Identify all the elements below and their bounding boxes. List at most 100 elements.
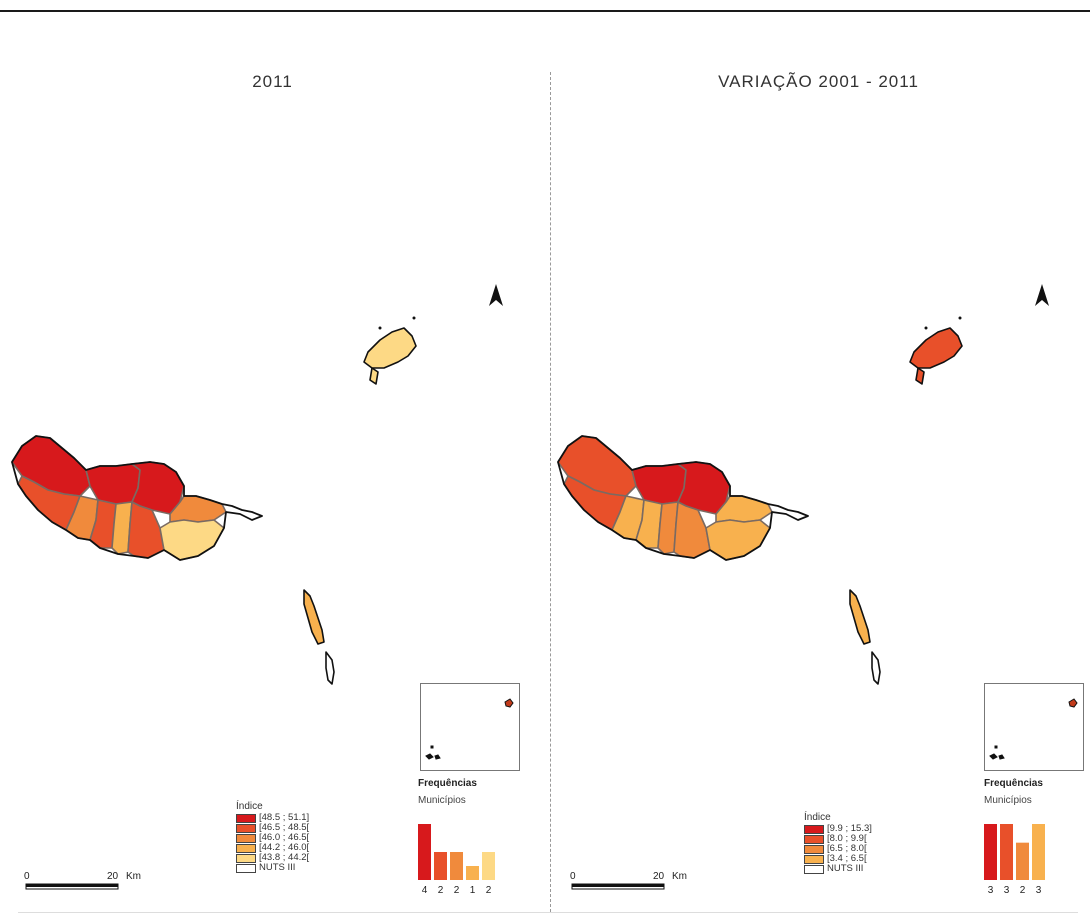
frequency-bar: [418, 824, 431, 880]
scale-start-label: 0: [570, 871, 576, 882]
frequency-bar-label: 3: [988, 885, 994, 896]
map-legend: Índice [48.5 ; 51.1] [46.5 ; 48.5[[46.0 ; …: [236, 801, 309, 873]
inset-madeira: [425, 753, 434, 760]
scale-unit-label: Km: [672, 871, 687, 882]
legend-swatch: [236, 863, 256, 873]
desertas-island: [325, 651, 335, 685]
desertas-island: [303, 589, 325, 645]
scale-start-label: 0: [24, 871, 30, 882]
islet-dot: [412, 316, 416, 320]
islet-dot: [924, 326, 928, 330]
legend-item-boundary: NUTS III: [236, 863, 309, 873]
inset-locator-map: [420, 683, 520, 771]
bottom-rule: [18, 912, 1078, 913]
legend-label: [8.0 ; 9.9[: [827, 833, 867, 844]
inset-islet: [430, 745, 434, 749]
scale-end-label: 20: [653, 871, 665, 882]
legend-title: Índice: [804, 812, 831, 823]
inset-islet: [994, 745, 998, 749]
madeira-island: [11, 435, 263, 561]
legend-swatch: [236, 813, 256, 823]
inset-madeira: [989, 753, 998, 760]
madeira-coastline: [11, 435, 263, 561]
frequency-subtitle: Municípios: [418, 795, 466, 806]
legend-label: NUTS III: [827, 863, 864, 874]
municipality-2: [85, 463, 141, 505]
north-arrow-icon: [489, 284, 503, 306]
legend-item: [8.0 ; 9.9[: [804, 834, 872, 844]
porto-santo-island: [909, 327, 963, 369]
madeira-coastline: [557, 435, 809, 561]
frequency-bar-label: 2: [438, 885, 444, 896]
scale-bar: [571, 883, 665, 890]
desertas-island: [849, 589, 871, 645]
frequency-subtitle: Municípios: [984, 795, 1032, 806]
legend-swatch: [236, 833, 256, 843]
legend-label: [46.5 ; 48.5[: [259, 822, 310, 833]
frequency-bar: [1016, 842, 1029, 880]
frequency-bar: [984, 824, 997, 880]
legend-label: [48.5 ; 51.1]: [259, 812, 310, 823]
frequency-bar-label: 1: [470, 885, 476, 896]
legend-item: [46.5 ; 48.5[: [236, 823, 309, 833]
porto-santo-island: [363, 327, 417, 369]
frequency-bar: [434, 852, 447, 880]
legend-item-boundary: NUTS III: [804, 864, 872, 874]
frequency-bar: [1000, 824, 1013, 880]
inset-porto-santo: [504, 698, 514, 708]
porto-santo-islet: [915, 367, 925, 385]
legend-label: [43.8 ; 44.2[: [259, 852, 310, 863]
frequency-bar: [466, 866, 479, 880]
scale-end-label: 20: [107, 871, 119, 882]
legend-swatch: [804, 844, 824, 854]
map-legend: Índice [9.9 ; 15.3] [8.0 ; 9.9[[6.5 ; 8.0[…: [804, 812, 872, 874]
frequency-bar: [450, 852, 463, 880]
frequency-bar: [482, 852, 495, 880]
inset-desertas: [998, 754, 1005, 760]
legend-label: NUTS III: [259, 862, 296, 873]
legend-swatch: [236, 823, 256, 833]
legend-item: [6.5 ; 8.0[: [804, 844, 872, 854]
legend-item: [9.9 ; 15.3]: [804, 824, 872, 834]
legend-label: [44.2 ; 46.0[: [259, 842, 310, 853]
legend-item: [3.4 ; 6.5[: [804, 854, 872, 864]
legend-label: [9.9 ; 15.3]: [827, 823, 872, 834]
legend-item: [44.2 ; 46.0[: [236, 843, 309, 853]
legend-swatch: [804, 824, 824, 834]
islet-dot: [378, 326, 382, 330]
top-rule: [0, 10, 1090, 12]
scale-bar: [25, 883, 119, 890]
panel-divider: [550, 72, 551, 912]
frequency-bar-label: 4: [422, 885, 428, 896]
municipality-2: [631, 463, 687, 505]
inset-locator-map: [984, 683, 1084, 771]
legend-item: [43.8 ; 44.2[: [236, 853, 309, 863]
legend-label: [6.5 ; 8.0[: [827, 843, 867, 854]
islet-dot: [958, 316, 962, 320]
legend-swatch: [804, 864, 824, 874]
legend-swatch: [236, 853, 256, 863]
desertas-island: [871, 651, 881, 685]
north-arrow-icon: [1035, 284, 1049, 306]
frequency-bar-label: 3: [1004, 885, 1010, 896]
frequency-bar-label: 2: [1020, 885, 1026, 896]
inset-porto-santo: [1068, 698, 1078, 708]
frequency-bar: [1032, 824, 1045, 880]
panel-title: 2011: [252, 72, 293, 91]
legend-swatch: [804, 834, 824, 844]
legend-label: [3.4 ; 6.5[: [827, 853, 867, 864]
map-panel-2011: 2011 0 20 Km Índice [48.5 ; 51.1] [46.5 ; 48.5…: [11, 72, 520, 896]
frequency-title: Frequências: [984, 778, 1043, 789]
choropleth-map: [11, 284, 503, 890]
legend-label: [46.0 ; 46.5[: [259, 832, 310, 843]
frequency-bar-label: 2: [454, 885, 460, 896]
frequency-bar-label: 2: [486, 885, 492, 896]
frequency-bar-label: 3: [1036, 885, 1042, 896]
legend-swatch: [804, 854, 824, 864]
legend-title: Índice: [236, 801, 263, 812]
legend-item: [48.5 ; 51.1]: [236, 813, 309, 823]
inset-desertas: [434, 754, 441, 760]
legend-swatch: [236, 843, 256, 853]
